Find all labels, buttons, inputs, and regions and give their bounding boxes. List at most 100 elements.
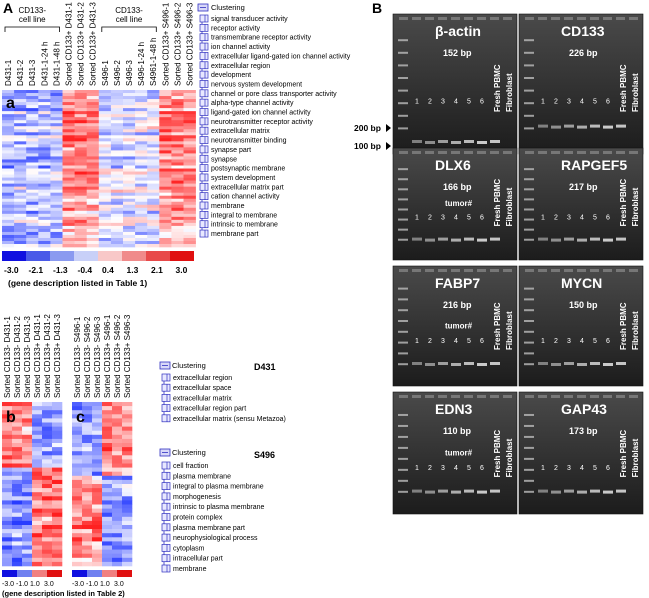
heatmap-cell [12, 545, 23, 550]
heatmap-cell [112, 484, 123, 489]
heatmap-cell [147, 111, 160, 115]
heatmap-cell [2, 455, 13, 460]
heatmap-cell [123, 105, 136, 109]
heatmap-cell [122, 471, 133, 477]
ladder-band [398, 238, 408, 241]
term: ligand-gated ion channel activity [211, 110, 311, 117]
lane-label: 2 [554, 215, 558, 222]
heatmap-cell [2, 156, 15, 160]
gel [518, 13, 644, 155]
heatmap-cell [32, 508, 43, 513]
heatmap-cell [159, 93, 172, 97]
heatmap-cell [2, 90, 15, 94]
heatmap-cell [135, 99, 148, 103]
heatmap-cell [123, 210, 136, 215]
gel-well [490, 395, 499, 398]
heatmap-cell [122, 520, 133, 526]
heatmap-cell [14, 237, 27, 242]
term-icon [199, 108, 209, 116]
heatmap-cell [62, 204, 75, 209]
heatmap-cell [62, 102, 75, 106]
heatmap-cell [171, 180, 184, 184]
heatmap-cell [98, 237, 112, 242]
heatmap-cell [122, 508, 133, 513]
heatmap-cell [72, 430, 83, 436]
heatmap-cell [98, 129, 112, 133]
heatmap-cell [22, 553, 33, 559]
heatmap-cell [62, 189, 75, 193]
heatmap-cell [26, 120, 39, 124]
heatmap-cell [62, 225, 75, 230]
ladder-band [524, 208, 534, 211]
gel-well [425, 395, 434, 398]
column-label: S496-3 [125, 60, 134, 86]
heatmap-cell [123, 129, 136, 133]
lane-label: 2 [428, 99, 432, 106]
heatmap-cell [147, 90, 160, 94]
heatmap-cell [12, 402, 23, 407]
column-label: Sorted CD133- S496-2 [83, 316, 92, 398]
heatmap-cell [112, 410, 123, 415]
heatmap-cell [171, 171, 184, 175]
heatmap-cell [183, 150, 196, 154]
heatmap-cell [62, 231, 75, 236]
heatmap-cell [82, 418, 93, 423]
heatmap-cell [86, 210, 100, 215]
panel-sublabel: b [6, 409, 16, 426]
heatmap-cell [110, 102, 124, 106]
term: intrinsic to membrane [211, 222, 278, 229]
gel-well [438, 17, 447, 20]
heatmap-cell [171, 90, 184, 94]
heatmap-cell [50, 171, 63, 175]
size-label: 110 bp [443, 426, 472, 436]
heatmap-cell [171, 174, 184, 178]
band [603, 363, 613, 366]
heatmap-cell [82, 512, 93, 518]
heatmap-cell [42, 484, 53, 489]
heatmap-cell [50, 168, 63, 172]
heatmap-cell [98, 138, 112, 142]
heatmap-cell [42, 508, 53, 513]
heatmap-cell [38, 186, 51, 190]
column-label: Sorted CD133+ S496-3 [123, 314, 132, 398]
heatmap-cell [98, 153, 112, 157]
term: development [211, 72, 251, 79]
ladder-band [398, 413, 408, 416]
heatmap-cell [110, 93, 124, 97]
gel-well [603, 395, 612, 398]
heatmap-cell [86, 111, 100, 115]
heatmap-cell [98, 156, 112, 160]
heatmap-cell [50, 213, 63, 218]
heatmap-cell [74, 189, 87, 193]
heatmap-cell [147, 108, 160, 112]
heatmap-cell [92, 438, 103, 444]
heatmap-cell [112, 525, 123, 530]
heatmap-cell [159, 244, 172, 248]
ladder-band [524, 39, 534, 42]
heatmap-cell [14, 99, 27, 103]
lane-label: 6 [606, 338, 610, 345]
term: intrinsic to plasma membrane [173, 504, 265, 511]
lane-label: 5 [467, 215, 471, 222]
heatmap-cell [102, 443, 113, 448]
heatmap-cell [86, 186, 100, 190]
heatmap-cell [86, 114, 100, 118]
heatmap-cell [42, 492, 53, 497]
heatmap-cell [32, 520, 43, 526]
term-icon [161, 461, 171, 470]
heatmap-cell [110, 213, 124, 218]
heatmap-cell [72, 434, 83, 440]
heatmap-cell [38, 180, 51, 184]
heatmap-cell [74, 162, 87, 166]
column-label: D431-3 [28, 59, 37, 86]
heatmap-cell [26, 225, 39, 230]
heatmap-cell [50, 180, 63, 184]
scale-swatch [98, 251, 122, 261]
heatmap-cell [82, 402, 93, 407]
heatmap-cell [147, 144, 160, 148]
heatmap-cell [122, 438, 133, 444]
gel-well [451, 395, 460, 398]
lane-label: 1 [541, 338, 545, 345]
heatmap-cell [102, 463, 113, 468]
heatmap-cell [112, 557, 123, 563]
